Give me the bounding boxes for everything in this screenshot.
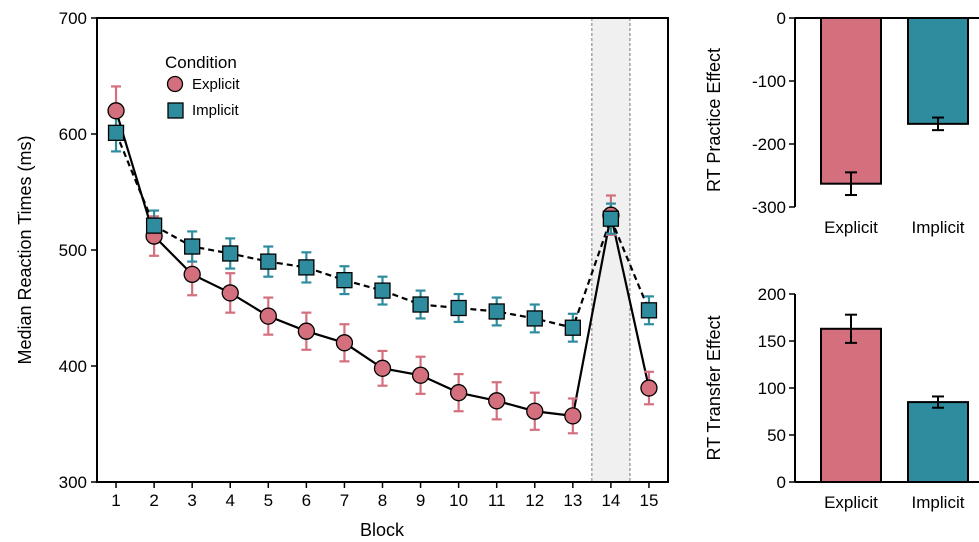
x-tick-label: 4 [225,491,234,510]
practice-y-tick-label: -100 [752,72,786,91]
plot-frame [96,17,669,483]
transfer-y-tick-label: 100 [758,379,786,398]
transfer-error-bar [845,313,857,344]
data-point-implicit [298,259,315,276]
data-point-explicit [221,284,239,302]
practice-error-bar [845,171,857,197]
data-point-implicit [374,282,391,299]
data-point-implicit [488,303,505,320]
data-point-implicit [412,296,429,313]
practice-y-tick-label: -300 [752,198,786,217]
data-point-implicit [640,302,658,319]
practice-bar-implicit [907,17,969,125]
practice-bar-chart: Explicit Implicit 0 -100 -200 -300 RT Practic… [704,9,979,237]
x-tick-label: 9 [416,491,425,510]
data-point-explicit [411,366,430,384]
y-tick-label: 600 [59,125,87,144]
data-point-implicit [450,299,467,317]
series-line-implicit [115,132,650,330]
x-tick-label: 7 [340,491,349,510]
data-point-implicit [564,319,581,336]
transfer-bar-implicit [907,401,969,484]
transfer-y-axis-title: RT Transfer Effect [704,315,724,460]
legend-label-explicit: Explicit [192,76,240,93]
data-point-implicit [107,124,125,141]
x-tick-label: 6 [302,491,311,510]
practice-y-tick-label: -200 [752,135,786,154]
practice-bar-explicit [820,17,882,185]
transfer-category-label: Implicit [912,493,965,512]
data-point-implicit [526,310,543,327]
legend-marker-implicit [167,102,184,119]
x-tick-label: 3 [187,491,196,510]
practice-y-axis-title: RT Practice Effect [704,48,724,192]
data-point-explicit [526,402,544,420]
x-tick-label: 1 [111,491,120,510]
legend-label-implicit: Implicit [192,102,240,119]
data-point-explicit [335,334,354,352]
transfer-bar-explicit [820,327,882,483]
practice-category-label: Implicit [912,218,965,237]
x-tick-label: 10 [449,491,468,510]
data-point-implicit [184,238,201,255]
legend-title: Condition [165,53,237,72]
data-point-explicit [488,392,506,410]
transfer-y-tick-label: 200 [758,285,786,304]
data-point-explicit [564,407,582,425]
transfer-y-tick-label: 150 [758,332,786,351]
y-tick-label: 700 [59,9,87,28]
x-tick-label: 15 [640,491,659,510]
transfer-bar-chart: Explicit Implicit 0 50 100 150 200 RT Transfer… [704,285,979,512]
data-point-implicit [222,245,239,262]
data-point-explicit [449,384,468,402]
y-tick-label: 300 [59,473,87,492]
transfer-y-tick-label: 50 [767,426,786,445]
data-point-explicit [259,307,277,325]
data-point-implicit [602,210,620,227]
x-tick-label: 11 [488,491,506,510]
transfer-category-label: Explicit [824,493,878,512]
x-tick-label: 2 [149,491,158,510]
y-axis-title: Median Reaction Times (ms) [15,135,35,364]
x-tick-label: 12 [525,491,544,510]
x-tick-label: 8 [378,491,387,510]
x-tick-label: 5 [264,491,273,510]
practice-error-bar [932,116,944,132]
practice-category-label: Explicit [824,218,878,237]
data-point-explicit [373,359,392,377]
x-axis-title: Block [360,520,405,540]
transfer-y-tick-label: 0 [777,473,786,492]
practice-y-tick-label: 0 [777,9,786,28]
data-point-explicit [183,265,201,284]
x-tick-label: 13 [563,491,582,510]
legend-marker-explicit [166,75,184,93]
data-point-explicit [107,102,125,120]
transfer-error-bar [932,395,944,409]
x-tick-label: 14 [601,491,620,510]
data-point-implicit [336,272,353,289]
data-point-explicit [640,379,658,397]
y-tick-label: 500 [59,241,87,260]
data-point-implicit [260,253,277,270]
legend: Condition Explicit Implicit [165,53,240,119]
data-point-implicit [145,217,163,234]
data-point-explicit [297,322,316,340]
y-tick-label: 400 [59,357,87,376]
